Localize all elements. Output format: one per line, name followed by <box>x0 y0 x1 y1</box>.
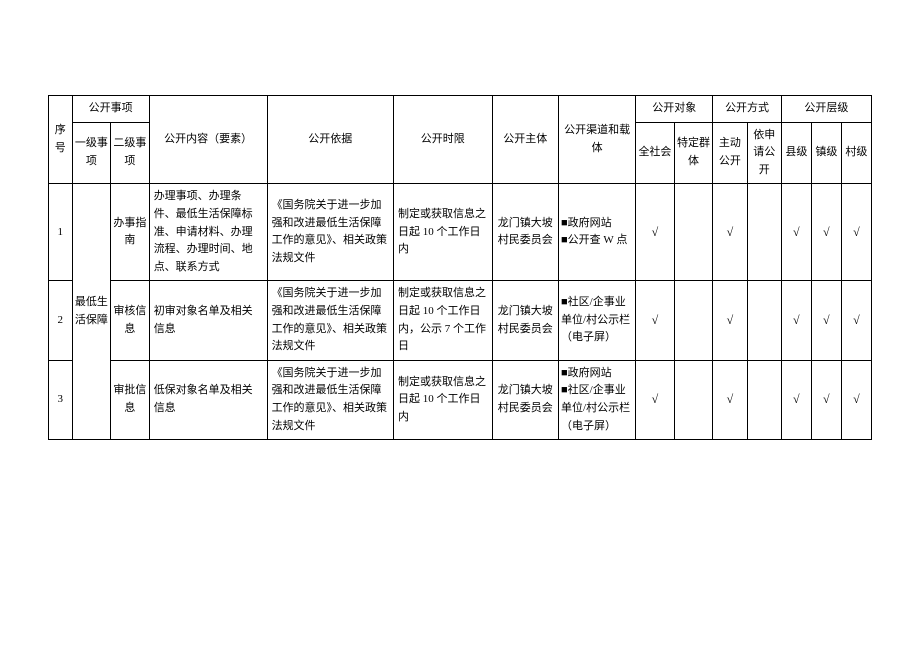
cell-method-active: √ <box>713 360 747 439</box>
cell-target-spec <box>674 184 713 281</box>
cell-method-active: √ <box>713 281 747 360</box>
col-level-village: 村级 <box>841 122 871 184</box>
cell-channel: ■社区/企事业单位/村公示栏（电子屏） <box>559 281 636 360</box>
col-timelimit: 公开时限 <box>394 96 493 184</box>
cell-lvl1: 最低生活保障 <box>72 184 111 440</box>
cell-seq: 1 <box>49 184 73 281</box>
cell-method-apply <box>747 184 781 281</box>
table-body: 1最低生活保障办事指南办理事项、办理条件、最低生活保障标准、申请材料、办理流程、… <box>49 184 872 440</box>
col-target-all: 全社会 <box>636 122 675 184</box>
cell-lvl2: 审批信息 <box>111 360 150 439</box>
col-lvl1: 一级事项 <box>72 122 111 184</box>
cell-timelimit: 制定或获取信息之日起 10 个工作日内 <box>394 360 493 439</box>
cell-level-village: √ <box>841 184 871 281</box>
col-target: 公开对象 <box>636 96 713 123</box>
cell-level-county: √ <box>781 184 811 281</box>
cell-timelimit: 制定或获取信息之日起 10 个工作日内，公示 7 个工作日 <box>394 281 493 360</box>
cell-level-town: √ <box>811 184 841 281</box>
col-level-town: 镇级 <box>811 122 841 184</box>
cell-subject: 龙门镇大坡村民委员会 <box>492 281 558 360</box>
cell-target-all: √ <box>636 281 675 360</box>
cell-content: 办理事项、办理条件、最低生活保障标准、申请材料、办理流程、办理时间、地点、联系方… <box>149 184 267 281</box>
cell-level-town: √ <box>811 281 841 360</box>
col-lvl2: 二级事项 <box>111 122 150 184</box>
cell-method-active: √ <box>713 184 747 281</box>
cell-content: 低保对象名单及相关信息 <box>149 360 267 439</box>
cell-level-town: √ <box>811 360 841 439</box>
cell-target-all: √ <box>636 184 675 281</box>
cell-level-village: √ <box>841 360 871 439</box>
cell-basis: 《国务院关于进一步加强和改进最低生活保障工作的意见》、相关政策法规文件 <box>267 184 393 281</box>
cell-target-all: √ <box>636 360 675 439</box>
col-basis: 公开依据 <box>267 96 393 184</box>
cell-channel: ■政府网站■社区/企事业单位/村公示栏（电子屏） <box>559 360 636 439</box>
table-row: 1最低生活保障办事指南办理事项、办理条件、最低生活保障标准、申请材料、办理流程、… <box>49 184 872 281</box>
cell-target-spec <box>674 360 713 439</box>
cell-level-county: √ <box>781 281 811 360</box>
col-level: 公开层级 <box>781 96 871 123</box>
cell-subject: 龙门镇大坡村民委员会 <box>492 184 558 281</box>
col-method-apply: 依申请公开 <box>747 122 781 184</box>
col-subject: 公开主体 <box>492 96 558 184</box>
cell-seq: 3 <box>49 360 73 439</box>
cell-method-apply <box>747 281 781 360</box>
cell-lvl2: 审核信息 <box>111 281 150 360</box>
table-row: 3 审批信息低保对象名单及相关信息《国务院关于进一步加强和改进最低生活保障工作的意… <box>49 360 872 439</box>
table-row: 2 审核信息初审对象名单及相关信息《国务院关于进一步加强和改进最低生活保障工作的意… <box>49 281 872 360</box>
cell-content: 初审对象名单及相关信息 <box>149 281 267 360</box>
cell-level-county: √ <box>781 360 811 439</box>
col-target-spec: 特定群体 <box>674 122 713 184</box>
col-seq: 序号 <box>49 96 73 184</box>
cell-subject: 龙门镇大坡村民委员会 <box>492 360 558 439</box>
cell-timelimit: 制定或获取信息之日起 10 个工作日内 <box>394 184 493 281</box>
col-method: 公开方式 <box>713 96 782 123</box>
cell-target-spec <box>674 281 713 360</box>
cell-basis: 《国务院关于进一步加强和改进最低生活保障工作的意见》、相关政策法规文件 <box>267 281 393 360</box>
col-level-county: 县级 <box>781 122 811 184</box>
cell-channel: ■政府网站■公开查 W 点 <box>559 184 636 281</box>
cell-seq: 2 <box>49 281 73 360</box>
cell-level-village: √ <box>841 281 871 360</box>
cell-method-apply <box>747 360 781 439</box>
cell-lvl2: 办事指南 <box>111 184 150 281</box>
col-open-item: 公开事项 <box>72 96 149 123</box>
col-method-active: 主动公开 <box>713 122 747 184</box>
col-content: 公开内容（要素） <box>149 96 267 184</box>
cell-basis: 《国务院关于进一步加强和改进最低生活保障工作的意见》、相关政策法规文件 <box>267 360 393 439</box>
col-channel: 公开渠道和载体 <box>559 96 636 184</box>
disclosure-table: 序号 公开事项 公开内容（要素） 公开依据 公开时限 公开主体 公开渠道和载体 … <box>48 95 872 440</box>
